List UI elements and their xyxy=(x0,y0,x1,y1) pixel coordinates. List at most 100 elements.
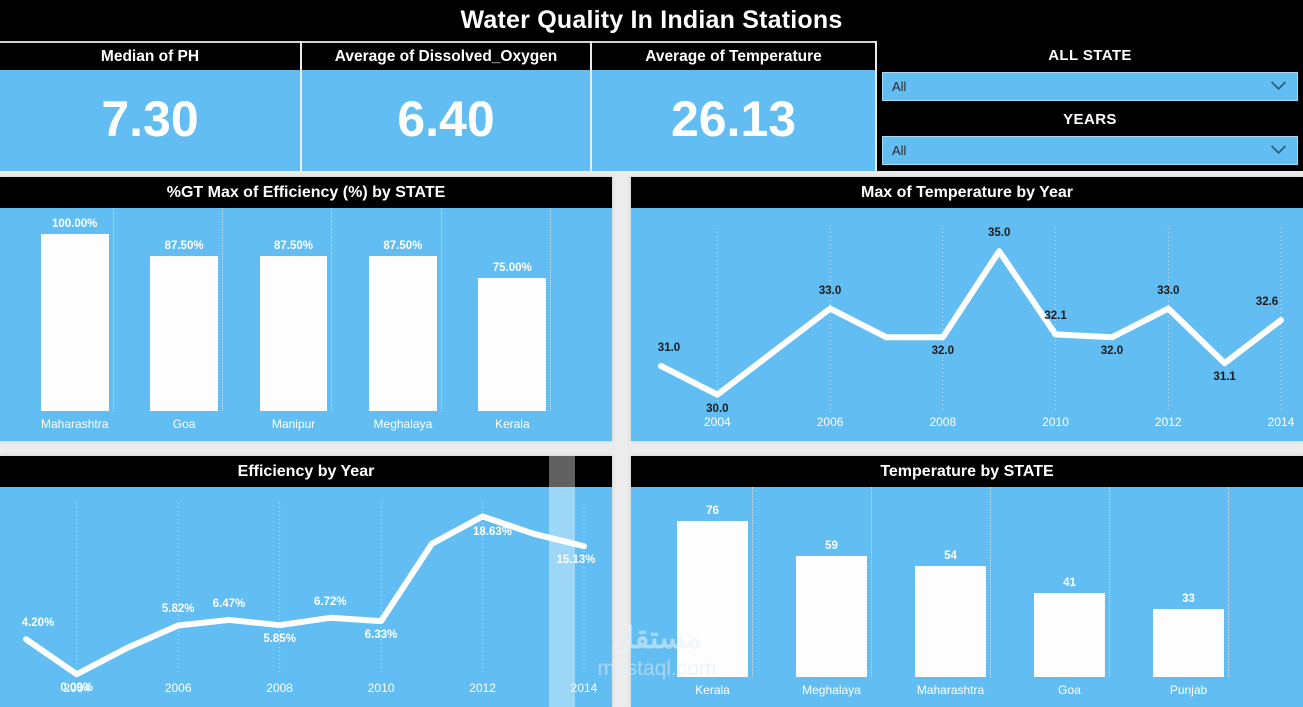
chart-title: %GT Max of Efficiency (%) by STATE xyxy=(0,177,612,208)
gridline xyxy=(112,208,114,411)
bar-category-label: Maharashtra xyxy=(916,683,985,697)
x-axis-tick-label: 2006 xyxy=(164,681,192,695)
bar-value-label: 87.50% xyxy=(383,240,423,253)
point-value-label: 33.0 xyxy=(1157,284,1180,297)
bar-item[interactable]: 87.50% xyxy=(368,240,437,411)
bar-category-label: Manipur xyxy=(271,417,316,431)
point-value-label: 33.0 xyxy=(818,284,842,297)
chart-plot-area[interactable]: 31.0 30.0 33.0 32.0 35.0 32.1 32.0 33.0 31.1 32.6… xyxy=(631,208,1303,441)
page-title: Water Quality In Indian Stations xyxy=(0,0,1303,41)
bar-rect[interactable] xyxy=(368,256,437,411)
point-value-label: 32.0 xyxy=(1100,345,1124,358)
bar-value-label: 76 xyxy=(706,505,719,518)
chart-panel-efficiency-by-state: %GT Max of Efficiency (%) by STATE 100.0… xyxy=(0,177,612,441)
chart-plot-area[interactable]: 76 Kerala 59 Meghalaya 54 Maharashtra 41 Goa 33 P… xyxy=(631,487,1303,707)
kpi-value: 6.40 xyxy=(397,90,495,147)
kpi-card-avg-dissolved-oxygen[interactable]: Average of Dissolved_Oxygen 6.40 xyxy=(302,41,590,171)
bar-item[interactable]: 75.00% xyxy=(478,262,547,411)
line-path[interactable] xyxy=(658,248,1284,398)
bar-value-label: 41 xyxy=(1063,576,1076,589)
line-chart-svg xyxy=(658,228,1284,409)
bar-item[interactable]: 33 xyxy=(1152,593,1225,677)
kpi-value: 26.13 xyxy=(670,90,797,147)
x-axis-tick-label: 2010 xyxy=(367,681,395,695)
bar-category-label: Meghalaya xyxy=(802,683,861,697)
gridline xyxy=(331,208,333,411)
slicer-all-state[interactable]: All xyxy=(882,72,1298,101)
x-axis-tick-label: 2014 xyxy=(1267,415,1295,429)
line-path[interactable] xyxy=(23,513,587,678)
chevron-down-icon[interactable] xyxy=(1270,80,1287,91)
chart-title: Efficiency by Year xyxy=(0,456,612,487)
gridline xyxy=(1109,487,1111,677)
bar-item[interactable]: 87.50% xyxy=(150,240,218,411)
kpi-card-avg-temperature[interactable]: Average of Temperature 26.13 xyxy=(592,41,875,171)
slicer-value: All xyxy=(892,143,907,158)
gridline xyxy=(440,208,442,411)
bar-value-label: 54 xyxy=(944,550,957,563)
point-value-label: 35.0 xyxy=(987,227,1011,240)
gridline xyxy=(871,487,873,677)
bar-category-label: Goa xyxy=(1058,683,1081,697)
slicer-panel: ALL STATE All YEARS All xyxy=(877,41,1303,171)
bar-item[interactable]: 76 xyxy=(676,505,749,677)
bar-rect[interactable] xyxy=(1033,592,1106,677)
gridline xyxy=(550,208,552,411)
bar-rect[interactable] xyxy=(259,256,328,411)
bar-rect[interactable] xyxy=(478,278,547,411)
point-value-label: 6.47% xyxy=(212,597,246,610)
bar-rect[interactable] xyxy=(676,521,749,677)
point-value-label: 32.6 xyxy=(1255,296,1279,309)
chart-plot-area[interactable]: 100.00% Maharashtra 87.50% Goa 87.50% Manipur… xyxy=(0,208,612,441)
bar-item[interactable]: 87.50% xyxy=(259,240,328,411)
x-axis-tick-label: 2004 xyxy=(704,415,731,429)
chart-title: Temperature by STATE xyxy=(631,456,1303,487)
bar-category-label: Kerala xyxy=(695,683,730,697)
bar-value-label: 33 xyxy=(1182,593,1195,606)
point-value-label: 31.0 xyxy=(657,341,681,354)
kpi-divider xyxy=(300,41,302,171)
slicer-title-all-state: ALL STATE xyxy=(877,41,1303,69)
x-axis-tick-label: 2008 xyxy=(266,681,293,695)
bar-item[interactable]: 100.00% xyxy=(40,218,109,411)
bar-value-label: 59 xyxy=(825,540,838,553)
gridline xyxy=(222,208,223,411)
point-value-label: 0.09% xyxy=(60,682,94,695)
bar-item[interactable]: 41 xyxy=(1033,576,1106,677)
x-axis-tick-label: 2014 xyxy=(570,681,598,695)
bar-series: 76 Kerala 59 Meghalaya 54 Maharashtra 41 Goa 33 P… xyxy=(631,487,1303,707)
bar-rect[interactable] xyxy=(914,566,987,677)
kpi-divider xyxy=(590,41,592,171)
x-axis-tick-label: 2012 xyxy=(1154,415,1182,429)
gridline xyxy=(990,487,992,677)
gridline xyxy=(1228,487,1230,677)
line-chart-svg xyxy=(23,503,587,678)
point-value-label: 32.0 xyxy=(931,345,955,358)
kpi-strip: Median of PH 7.30 Average of Dissolved_O… xyxy=(0,41,875,171)
point-value-label: 6.33% xyxy=(364,629,398,642)
bar-category-label: Meghalaya xyxy=(373,417,433,431)
kpi-label: Average of Temperature xyxy=(592,41,875,70)
bar-value-label: 100.00% xyxy=(51,218,98,230)
slicer-years[interactable]: All xyxy=(882,136,1298,165)
point-value-label: 5.82% xyxy=(161,603,195,616)
point-value-label: 18.63% xyxy=(473,526,513,539)
slicer-value: All xyxy=(892,79,907,94)
gridline xyxy=(752,487,754,677)
bar-rect[interactable] xyxy=(150,256,218,411)
kpi-card-median-ph[interactable]: Median of PH 7.30 xyxy=(0,41,300,171)
x-axis-tick-label: 2008 xyxy=(929,415,957,429)
chevron-down-icon[interactable] xyxy=(1270,144,1287,155)
bar-rect[interactable] xyxy=(1152,609,1225,677)
bar-item[interactable]: 54 xyxy=(914,550,987,677)
point-value-label: 31.1 xyxy=(1213,371,1236,384)
kpi-label: Average of Dissolved_Oxygen xyxy=(302,41,590,70)
x-axis-tick-label: 2010 xyxy=(1042,415,1069,429)
bar-rect[interactable] xyxy=(40,234,109,411)
point-value-label: 30.0 xyxy=(706,402,729,415)
bar-item[interactable]: 59 xyxy=(795,540,868,677)
chart-plot-area[interactable]: 4.20% 0.09% 5.82% 6.47% 5.85% 6.72% 6.33% 18.63… xyxy=(0,487,612,707)
bar-rect[interactable] xyxy=(795,556,868,677)
bar-value-label: 75.00% xyxy=(492,262,532,275)
